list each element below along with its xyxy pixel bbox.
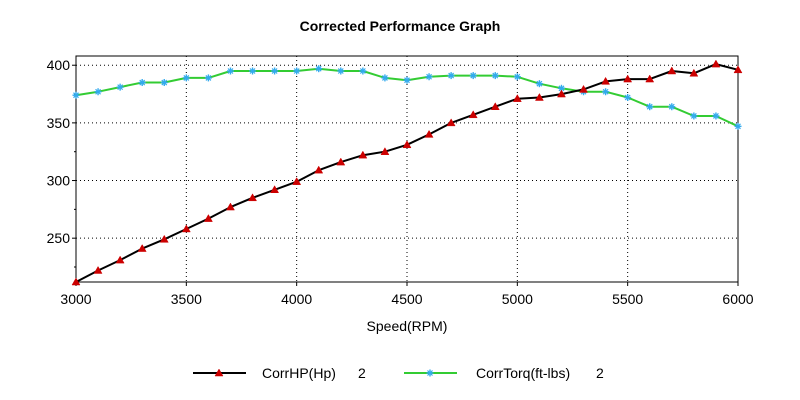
hp-data-point [424, 129, 434, 138]
hp-data-point [137, 244, 147, 252]
torque-data-point [491, 72, 499, 80]
torque-series [72, 65, 742, 130]
torque-data-point [271, 67, 279, 75]
grid [72, 56, 739, 286]
hp-data-point [689, 68, 699, 77]
torque-data-point [624, 94, 632, 102]
x-tick-label: 5000 [502, 291, 533, 307]
y-tick-label: 250 [47, 230, 71, 246]
hp-data-point [159, 234, 169, 243]
torque-data-point [359, 67, 367, 75]
chart-title: Corrected Performance Graph [300, 18, 501, 34]
torque-data-point [293, 67, 301, 75]
torque-data-point [602, 88, 610, 96]
legend-label-hp: CorrHP(Hp) [262, 365, 336, 381]
torque-data-point [447, 72, 455, 80]
torque-data-point [646, 103, 654, 111]
x-tick-label: 3000 [60, 291, 91, 307]
torque-data-point [337, 67, 345, 75]
hp-data-point [711, 59, 721, 68]
torque-data-point [668, 103, 676, 111]
hp-data-point [557, 89, 566, 98]
torque-data-point [226, 67, 234, 75]
x-axis-tick-labels: 3000 3500 4000 4500 5000 5500 6000 [60, 291, 753, 307]
x-tick-label: 4000 [281, 291, 312, 307]
x-tick-label: 3500 [171, 291, 202, 307]
x-tick-label: 6000 [722, 291, 753, 307]
hp-data-point [336, 157, 346, 166]
legend-run-torque: 2 [596, 365, 604, 381]
y-tick-label: 350 [47, 115, 71, 131]
torque-data-point [712, 112, 720, 120]
torque-data-point [513, 73, 521, 81]
hp-data-point [579, 84, 588, 93]
hp-data-point [181, 224, 191, 233]
x-tick-label: 4500 [391, 291, 422, 307]
torque-data-point [94, 88, 102, 96]
torque-data-point [204, 74, 212, 82]
hp-data-point [292, 177, 302, 185]
hp-data-point [733, 65, 743, 74]
torque-data-point [426, 369, 434, 377]
hp-data-point [203, 214, 213, 222]
x-tick-label: 5500 [612, 291, 643, 307]
torque-data-point [249, 67, 257, 75]
hp-data-point [248, 193, 257, 202]
torque-data-point [425, 73, 433, 81]
hp-data-point [93, 265, 103, 274]
plot-area-frame [75, 55, 739, 283]
torque-data-point [734, 122, 742, 130]
torque-data-point [469, 72, 477, 80]
torque-data-point [690, 112, 698, 120]
torque-data-point [160, 79, 168, 87]
hp-data-point [601, 76, 611, 85]
hp-data-point [446, 118, 456, 127]
hp-data-point [214, 368, 224, 377]
hp-data-point [358, 150, 368, 159]
legend-run-hp: 2 [358, 365, 366, 381]
y-axis-tick-labels: 250 300 350 400 [47, 57, 71, 246]
hp-data-point [226, 202, 235, 211]
legend-label-torque: CorrTorq(ft-lbs) [476, 365, 570, 381]
torque-data-point [116, 83, 124, 91]
legend-item-torque: CorrTorq(ft-lbs) 2 [404, 365, 604, 381]
hp-data-point [667, 66, 677, 75]
hp-data-point [314, 165, 324, 174]
torque-data-point [315, 65, 323, 73]
legend: CorrHP(Hp) 2 CorrTorq(ft-lbs) 2 [193, 365, 604, 381]
torque-data-point [182, 74, 190, 82]
x-axis-label: Speed(RPM) [367, 318, 448, 334]
torque-data-point [138, 79, 146, 87]
hp-data-point [115, 255, 125, 264]
hp-data-point [380, 147, 390, 155]
torque-data-point [535, 80, 543, 88]
hp-data-point [402, 140, 412, 149]
torque-data-point [381, 74, 389, 82]
hp-data-point [468, 110, 478, 119]
series-layer [71, 59, 743, 286]
legend-item-hp: CorrHP(Hp) 2 [193, 365, 366, 381]
hp-data-point [270, 185, 280, 194]
hp-data-point [512, 94, 522, 102]
y-tick-label: 400 [47, 57, 71, 73]
hp-data-point [645, 74, 655, 83]
hp-data-point [71, 277, 81, 286]
torque-data-point [403, 76, 411, 84]
hp-data-point [623, 74, 633, 83]
hp-data-point [534, 93, 544, 101]
hp-series [71, 59, 743, 286]
hp-data-point [490, 102, 500, 110]
y-tick-label: 300 [47, 173, 71, 189]
torque-data-point [557, 84, 565, 92]
torque-data-point [72, 91, 80, 99]
